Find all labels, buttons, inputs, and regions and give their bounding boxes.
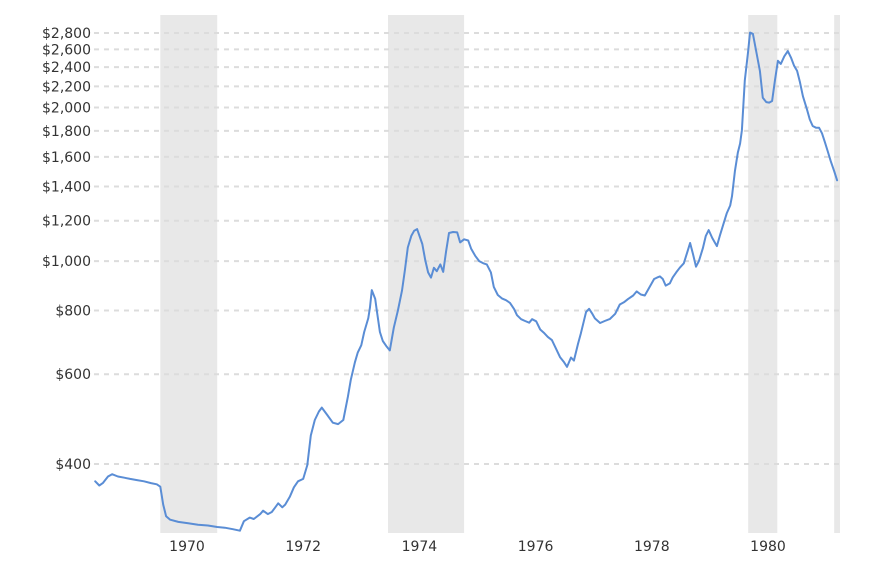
x-axis-tick-label: 1970 bbox=[169, 539, 205, 555]
y-axis-tick-label: $400 bbox=[55, 457, 91, 473]
y-axis-tick-label: $1,200 bbox=[42, 214, 91, 230]
recession-band bbox=[160, 15, 218, 533]
x-axis-tick-label: 1978 bbox=[634, 539, 670, 555]
x-axis-tick-label: 1980 bbox=[750, 539, 786, 555]
y-axis-tick-label: $1,400 bbox=[42, 180, 91, 196]
y-axis-tick-label: $2,600 bbox=[42, 42, 91, 58]
y-axis-tick-label: $1,600 bbox=[42, 150, 91, 166]
recession-band bbox=[834, 15, 840, 533]
recession-band bbox=[388, 15, 465, 533]
y-axis-tick-label: $1,000 bbox=[42, 254, 91, 270]
x-axis-tick-label: 1974 bbox=[402, 539, 438, 555]
y-axis-tick-label: $1,800 bbox=[42, 124, 91, 140]
y-axis-tick-label: $2,000 bbox=[42, 101, 91, 117]
y-axis-tick-label: $600 bbox=[55, 367, 91, 383]
y-axis-tick-label: $2,800 bbox=[42, 26, 91, 42]
y-axis-tick-label: $800 bbox=[55, 304, 91, 320]
y-axis-tick-label: $2,200 bbox=[42, 79, 91, 95]
y-axis-tick-label: $2,400 bbox=[42, 60, 91, 76]
price-line bbox=[94, 31, 839, 532]
x-axis-tick-label: 1972 bbox=[285, 539, 321, 555]
x-axis-tick-label: 1976 bbox=[518, 539, 554, 555]
